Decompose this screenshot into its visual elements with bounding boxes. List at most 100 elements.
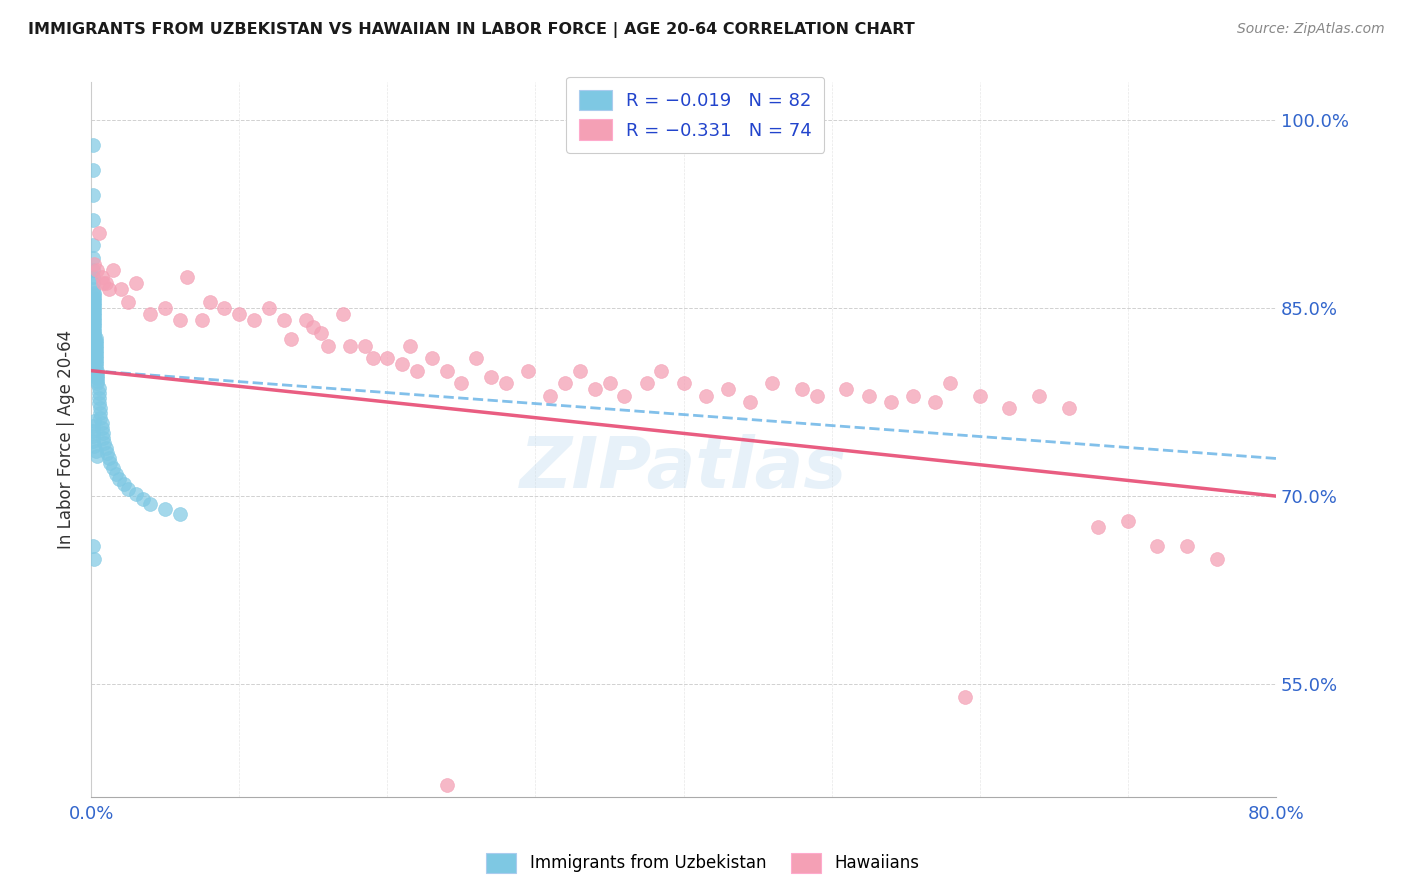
Point (89, 406, 111, 420)
Point (82, 429, 104, 443)
Point (82, 418, 104, 433)
Point (790, 383, 813, 397)
Point (84, 334, 107, 348)
Point (82, 238, 104, 252)
Point (176, 269, 198, 284)
Point (87, 381, 110, 395)
Point (953, 690, 976, 704)
Point (83, 285, 105, 300)
Point (191, 313, 214, 327)
Point (436, 364, 458, 378)
Point (169, 313, 191, 327)
Point (93, 436, 115, 450)
Point (1057, 401, 1080, 416)
Point (83, 296, 105, 310)
Point (86, 263, 108, 277)
Point (858, 389, 880, 403)
Point (83, 316, 105, 330)
Point (83, 328, 105, 343)
Point (761, 376, 783, 391)
Point (924, 395, 946, 409)
Point (86, 449, 108, 463)
Legend: R = −0.019   N = 82, R = −0.331   N = 74: R = −0.019 N = 82, R = −0.331 N = 74 (567, 77, 824, 153)
Point (84, 351, 107, 365)
Point (354, 338, 377, 352)
Point (83, 303, 105, 318)
Point (568, 364, 591, 378)
Point (332, 307, 354, 321)
Point (90, 421, 112, 435)
Y-axis label: In Labor Force | Age 20-64: In Labor Force | Age 20-64 (58, 330, 75, 549)
Point (538, 389, 561, 403)
Point (495, 376, 517, 391)
Point (969, 389, 991, 403)
Point (309, 326, 332, 340)
Point (377, 351, 399, 365)
Point (82, 539, 104, 553)
Point (91, 276, 114, 290)
Point (91, 431, 114, 445)
Point (717, 383, 740, 397)
Point (1028, 389, 1050, 403)
Point (228, 307, 250, 321)
Point (302, 319, 325, 334)
Point (84, 341, 107, 355)
Point (83, 551, 105, 566)
Point (87, 226, 110, 240)
Point (273, 313, 295, 327)
Point (86, 364, 108, 378)
Point (83, 293, 105, 308)
Point (83, 288, 105, 302)
Point (339, 338, 361, 352)
Point (91, 426, 114, 441)
Point (108, 471, 131, 485)
Point (84, 356, 107, 370)
Point (96, 446, 118, 460)
Point (1116, 514, 1139, 528)
Point (583, 383, 606, 397)
Point (117, 294, 139, 309)
Text: ZIPatlas: ZIPatlas (520, 434, 848, 503)
Point (112, 476, 135, 491)
Point (880, 395, 903, 409)
Point (420, 351, 443, 365)
Point (1175, 539, 1198, 553)
Point (1205, 551, 1227, 566)
Point (280, 332, 302, 346)
Point (103, 461, 125, 475)
Point (97, 282, 120, 296)
Point (650, 364, 672, 378)
Point (86, 366, 108, 380)
Point (517, 364, 540, 378)
Point (100, 457, 122, 471)
Point (84, 359, 107, 373)
Point (83, 301, 105, 315)
Point (740, 395, 762, 409)
Point (86, 368, 108, 383)
Point (169, 507, 191, 521)
Point (214, 301, 236, 315)
Point (83, 310, 105, 325)
Point (84, 343, 107, 358)
Point (94, 442, 117, 456)
Point (82, 213, 104, 227)
Point (86, 371, 108, 385)
Point (835, 383, 858, 397)
Text: IMMIGRANTS FROM UZBEKISTAN VS HAWAIIAN IN LABOR FORCE | AGE 20-64 CORRELATION CH: IMMIGRANTS FROM UZBEKISTAN VS HAWAIIAN I… (28, 22, 915, 38)
Point (82, 263, 104, 277)
Point (87, 396, 110, 410)
Point (103, 263, 125, 277)
Point (672, 376, 695, 391)
Point (613, 389, 636, 403)
Point (83, 318, 105, 333)
Point (82, 434, 104, 448)
Point (939, 376, 962, 391)
Point (117, 482, 139, 496)
Point (295, 313, 318, 327)
Point (83, 439, 105, 453)
Point (82, 188, 104, 202)
Point (83, 324, 105, 338)
Point (105, 467, 128, 481)
Point (1146, 539, 1168, 553)
Point (124, 486, 146, 500)
